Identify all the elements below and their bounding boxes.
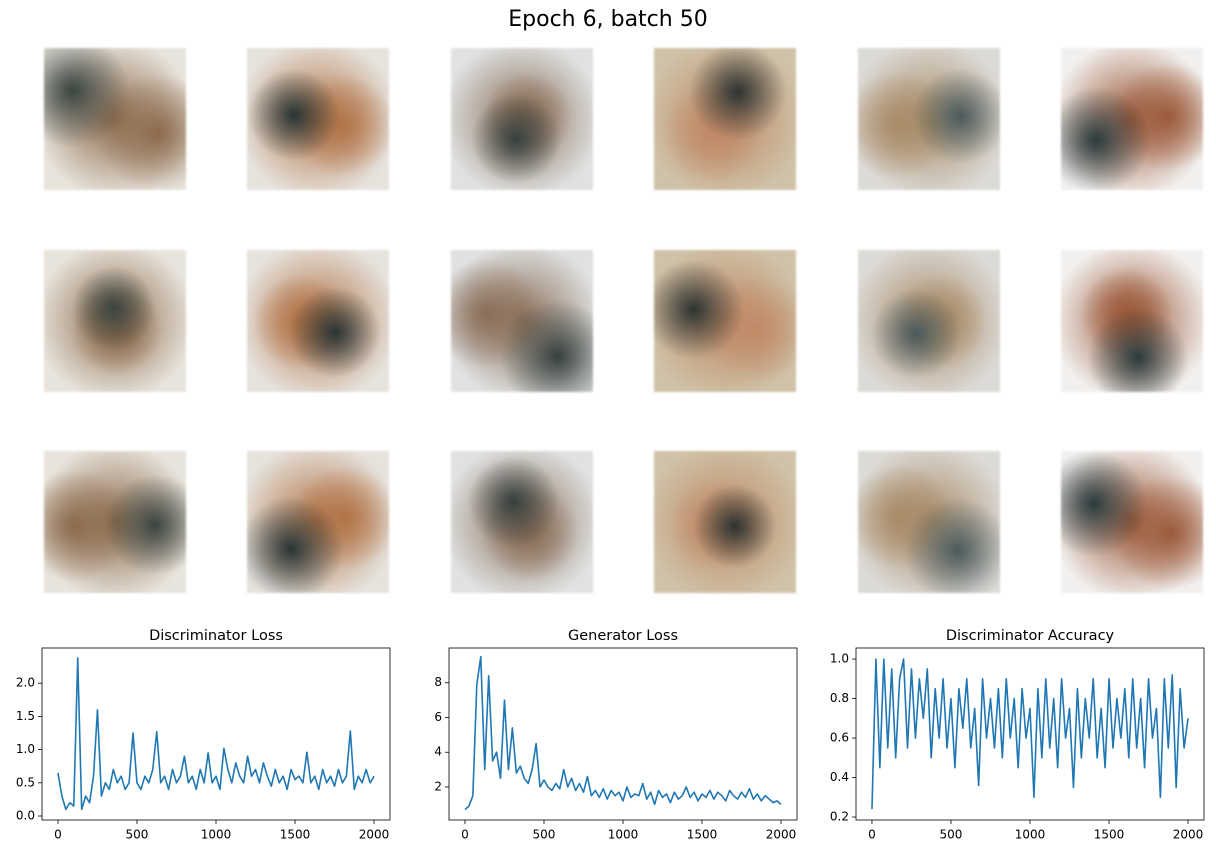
y-tick-label: 6 xyxy=(434,710,442,724)
chart-title: Generator Loss xyxy=(568,628,678,644)
x-tick-label: 1500 xyxy=(1094,828,1125,842)
x-tick-label: 0 xyxy=(868,828,876,842)
generated-image xyxy=(858,451,1000,593)
y-tick-label: 4 xyxy=(434,745,442,759)
data-line xyxy=(871,658,1189,810)
x-tick-label: 1000 xyxy=(608,828,639,842)
generated-image xyxy=(247,250,389,392)
generated-image xyxy=(654,250,796,392)
x-tick-label: 500 xyxy=(940,828,963,842)
generated-image xyxy=(451,48,593,190)
axes-frame xyxy=(448,647,798,821)
x-tick-label: 2000 xyxy=(766,828,797,842)
generated-image xyxy=(858,250,1000,392)
y-tick-label: 0.5 xyxy=(16,775,35,789)
generated-image xyxy=(654,451,796,593)
x-tick-label: 1500 xyxy=(280,828,311,842)
axes-frame xyxy=(41,647,391,821)
x-tick-label: 2000 xyxy=(359,828,390,842)
generated-image xyxy=(44,48,186,190)
generated-image xyxy=(654,48,796,190)
chart-title: Discriminator Accuracy xyxy=(946,628,1115,644)
y-tick-label: 1.0 xyxy=(16,742,35,756)
generated-image xyxy=(858,48,1000,190)
y-tick-label: 2 xyxy=(434,779,442,793)
y-tick-label: 0.8 xyxy=(830,691,849,705)
x-tick-label: 500 xyxy=(533,828,556,842)
generated-image xyxy=(1061,250,1203,392)
y-tick-label: 2.0 xyxy=(16,676,35,690)
generated-image xyxy=(247,48,389,190)
generated-image xyxy=(44,451,186,593)
generated-image xyxy=(44,250,186,392)
chart-title: Discriminator Loss xyxy=(149,628,283,644)
y-tick-label: 1.0 xyxy=(830,652,849,666)
x-tick-label: 1500 xyxy=(687,828,718,842)
generated-image xyxy=(451,451,593,593)
y-tick-label: 8 xyxy=(434,675,442,689)
generated-image xyxy=(247,451,389,593)
axes-frame xyxy=(855,647,1205,821)
x-tick-label: 0 xyxy=(54,828,62,842)
x-tick-label: 2000 xyxy=(1173,828,1204,842)
x-tick-label: 1000 xyxy=(201,828,232,842)
x-tick-label: 0 xyxy=(461,828,469,842)
y-tick-label: 0.4 xyxy=(830,770,849,784)
generated-image xyxy=(1061,451,1203,593)
generated-image xyxy=(451,250,593,392)
x-tick-label: 1000 xyxy=(1015,828,1046,842)
x-tick-label: 500 xyxy=(126,828,149,842)
figure-title: Epoch 6, batch 50 xyxy=(508,7,707,32)
data-line xyxy=(57,657,375,811)
y-tick-label: 1.5 xyxy=(16,709,35,723)
y-tick-label: 0.6 xyxy=(830,731,849,745)
y-tick-label: 0.0 xyxy=(16,809,35,823)
generated-image xyxy=(1061,48,1203,190)
data-line xyxy=(464,655,782,811)
y-tick-label: 0.2 xyxy=(830,810,849,824)
